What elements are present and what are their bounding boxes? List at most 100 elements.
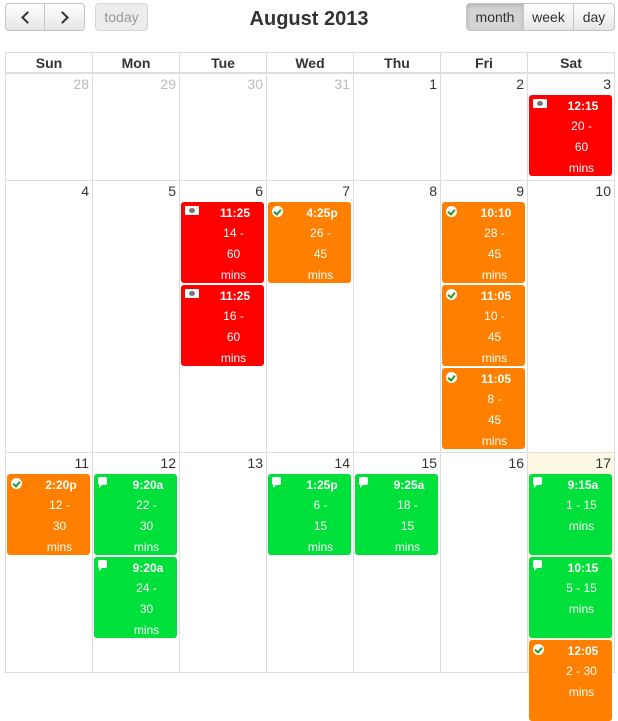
month-grid: Sun Mon Tue Wed Thu Fri Sat 28 29 30 31 1 2 3 4 5 6 7 8 9 10… [5,52,615,721]
day-number[interactable]: 28 [73,76,89,92]
event-time: 9:20a [132,561,164,575]
day-number[interactable]: 30 [247,76,263,92]
event-detail: 22 - [136,498,157,512]
calendar-event[interactable]: 9:20a 22 - 30 mins [94,474,177,555]
event-time: 11:05 [480,372,512,386]
event-detail: mins [481,434,508,448]
day-number[interactable]: 29 [160,76,176,92]
weekday-header-thu: Thu [353,52,441,73]
event-time: 1:25p [306,478,338,492]
event-detail: 28 - [484,226,505,240]
calendar-event[interactable]: 1:25p 6 - 15 mins [268,474,351,555]
week-view-button[interactable]: week [523,3,574,31]
event-detail: 30 [139,602,154,616]
day-view-button[interactable]: day [573,3,615,31]
event-detail: 20 - [571,119,592,133]
day-number[interactable]: 15 [421,455,437,471]
next-button[interactable] [44,3,85,31]
event-detail: mins [133,623,160,637]
day-number[interactable]: 8 [429,183,437,199]
day-number[interactable]: 2 [516,76,524,92]
day-number[interactable]: 7 [342,183,350,199]
day-number[interactable]: 16 [508,455,524,471]
check-icon [446,206,457,217]
event-detail: mins [568,519,595,533]
today-button[interactable]: today [95,3,148,31]
event-time: 11:05 [480,289,512,303]
calendar-event[interactable]: 9:20a 24 - 30 mins [94,557,177,638]
chat-icon [98,477,107,488]
event-detail: mins [307,268,334,282]
calendar-event[interactable]: 9:25a 18 - 15 mins [355,474,438,555]
event-time: 11:25 [219,289,251,303]
event-detail: 2 - 30 [566,664,597,678]
prev-button[interactable] [5,3,45,31]
calendar-event[interactable]: 11:25 14 - 60 mins [181,202,264,283]
calendar-event[interactable]: 12:05 2 - 30 mins [529,640,612,721]
calendar-event[interactable]: 11:25 16 - 60 mins [181,285,264,366]
day-number[interactable]: 5 [168,183,176,199]
calendar-event[interactable]: 10:10 28 - 45 mins [442,202,525,283]
chevron-left-icon [20,10,34,24]
day-cell[interactable]: 4 [5,180,93,453]
day-number[interactable]: 14 [334,455,350,471]
day-cell[interactable]: 10 [527,180,615,453]
event-detail: mins [220,351,247,365]
day-cell[interactable]: 31 [266,73,354,181]
calendar-event[interactable]: 10:15 5 - 15 mins [529,557,612,638]
day-number[interactable]: 13 [247,455,263,471]
day-number[interactable]: 10 [595,183,611,199]
day-cell[interactable]: 1 [353,73,441,181]
chevron-right-icon [56,10,69,24]
event-detail: 60 [574,140,589,154]
check-icon [11,478,22,489]
day-cell[interactable]: 29 [92,73,180,181]
day-number[interactable]: 3 [603,76,611,92]
cash-icon [185,206,199,215]
event-detail: 26 - [310,226,331,240]
day-number[interactable]: 4 [81,183,89,199]
day-number[interactable]: 31 [334,76,350,92]
calendar-event[interactable]: 11:05 8 - 45 mins [442,368,525,449]
event-detail: 45 [313,247,328,261]
event-detail: mins [394,540,421,554]
event-detail: 45 [487,247,502,261]
calendar-event[interactable]: 9:15a 1 - 15 mins [529,474,612,555]
calendar-event[interactable]: 2:20p 12 - 30 mins [7,474,90,555]
calendar-toolbar: today August 2013 month week day [0,0,618,50]
month-view-button[interactable]: month [466,3,524,31]
day-number[interactable]: 17 [595,455,611,471]
day-cell[interactable]: 13 [179,452,267,673]
cash-icon [533,99,547,108]
event-detail: mins [568,161,595,175]
check-icon [533,644,544,655]
weekday-header-wed: Wed [266,52,354,73]
day-cell[interactable]: 28 [5,73,93,181]
day-number[interactable]: 12 [160,455,176,471]
calendar-event[interactable]: 4:25p 26 - 45 mins [268,202,351,283]
day-number[interactable]: 11 [74,455,89,471]
calendar-event[interactable]: 11:05 10 - 45 mins [442,285,525,366]
day-number[interactable]: 9 [516,183,524,199]
check-icon [446,372,457,383]
event-detail: 14 - [223,226,244,240]
day-cell[interactable]: 2 [440,73,528,181]
event-time: 9:15a [567,478,599,492]
chat-icon [98,560,107,571]
event-detail: mins [568,602,595,616]
day-cell[interactable]: 30 [179,73,267,181]
event-time: 9:20a [132,478,164,492]
event-time: 11:25 [219,206,251,220]
chat-icon [359,477,368,488]
event-detail: 15 [400,519,415,533]
day-cell[interactable]: 8 [353,180,441,453]
event-time: 2:20p [45,478,77,492]
event-time: 10:15 [567,561,599,575]
day-cell[interactable]: 16 [440,452,528,673]
event-detail: mins [133,540,160,554]
calendar-event[interactable]: 12:15 20 - 60 mins [529,95,612,176]
day-cell[interactable]: 5 [92,180,180,453]
calendar-title: August 2013 [249,8,369,30]
day-number[interactable]: 1 [429,76,437,92]
day-number[interactable]: 6 [255,183,263,199]
